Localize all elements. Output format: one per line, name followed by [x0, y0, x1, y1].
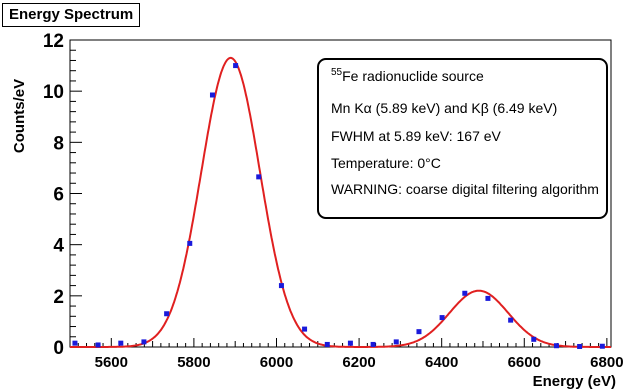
- y-axis-label: Counts/eV: [11, 79, 28, 153]
- data-point: [324, 341, 330, 347]
- x-tick-label: 6800: [590, 354, 623, 371]
- data-point: [599, 343, 605, 349]
- data-point: [95, 342, 101, 348]
- data-point: [118, 340, 124, 346]
- source-annotation: 55Fe radionuclide source: [331, 67, 484, 85]
- y-tick-label: 0: [53, 338, 64, 359]
- y-tick-label: 4: [53, 236, 64, 257]
- data-point: [462, 290, 468, 296]
- data-point: [553, 343, 559, 349]
- data-point: [577, 343, 583, 349]
- y-tick-label: 10: [43, 82, 64, 103]
- data-point: [302, 326, 308, 332]
- x-tick-label: 5600: [95, 354, 128, 371]
- data-point: [256, 174, 262, 180]
- annotation-box: 55Fe radionuclide source Mn Kα (5.89 keV…: [317, 58, 608, 219]
- y-axis-tick-labels: 0 2 4 6 8 10 12: [43, 31, 65, 359]
- data-point: [187, 240, 193, 246]
- x-tick-label: 5800: [177, 354, 210, 371]
- x-axis-label: Energy (eV): [533, 373, 616, 389]
- chart-title: Energy Spectrum: [2, 3, 141, 27]
- fit-curve-line: [70, 56, 611, 348]
- data-point: [531, 336, 537, 342]
- data-point: [233, 63, 239, 69]
- source-annotation-text: Fe radionuclide source: [342, 68, 484, 84]
- warning-annotation: WARNING: coarse digital filtering algori…: [331, 181, 599, 197]
- data-point: [439, 315, 445, 321]
- data-point: [508, 317, 514, 323]
- data-point: [278, 283, 284, 289]
- isotope-mass-number: 55: [331, 67, 343, 78]
- y-tick-label: 2: [53, 287, 64, 308]
- data-point: [370, 341, 376, 347]
- data-point: [164, 311, 170, 317]
- x-tick-label: 6000: [260, 354, 293, 371]
- x-tick-label: 6200: [342, 354, 375, 371]
- y-tick-label: 12: [43, 31, 64, 52]
- data-point: [141, 339, 147, 345]
- y-tick-label: 8: [53, 133, 64, 154]
- data-points: [72, 63, 605, 349]
- data-point: [416, 329, 422, 335]
- temperature-annotation: Temperature: 0°C: [331, 155, 441, 171]
- fwhm-annotation: FWHM at 5.89 keV: 167 eV: [331, 128, 501, 144]
- data-point: [72, 340, 78, 346]
- data-point: [209, 92, 215, 98]
- data-point: [347, 340, 353, 346]
- data-point: [393, 339, 399, 345]
- lines-annotation: Mn Kα (5.89 keV) and Kβ (6.49 keV): [331, 100, 558, 116]
- y-tick-label: 6: [53, 185, 64, 206]
- y-axis-ticks: [70, 39, 82, 348]
- x-axis-tick-labels: 5600 5800 6000 6200 6400 6600 6800: [95, 354, 623, 371]
- x-tick-label: 6400: [425, 354, 458, 371]
- data-point: [485, 295, 491, 301]
- x-tick-label: 6600: [508, 354, 541, 371]
